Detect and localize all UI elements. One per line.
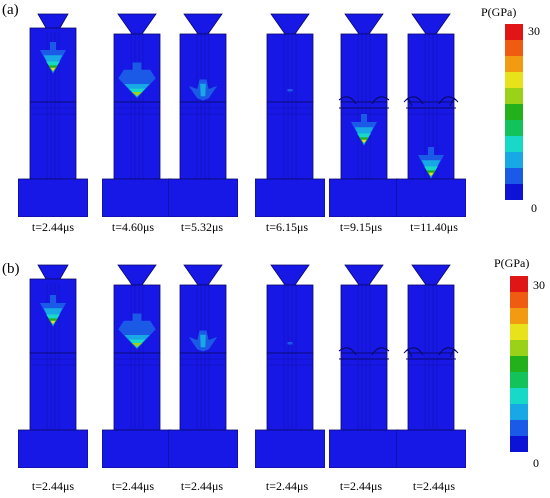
simulation-frame <box>102 12 172 217</box>
colorbar-segment <box>510 388 528 404</box>
pressure-wave <box>351 114 377 146</box>
colorbar-segment <box>510 372 528 388</box>
colorbar-segment <box>505 104 523 120</box>
colorbar-max-label: 30 <box>528 24 540 38</box>
colorbar-segment <box>510 340 528 356</box>
colorbar-segment <box>505 24 523 40</box>
colorbar-segment <box>510 276 528 292</box>
simulation-frame <box>396 263 466 468</box>
colorbar <box>505 24 523 200</box>
panel-a: (a) t=2.44μs t=4.60μs t=5.32μs t=6.15μs t=9.… <box>2 2 540 234</box>
rod-model <box>255 13 325 217</box>
time-label: t=9.15μs <box>339 220 383 234</box>
simulation-frame <box>255 12 325 217</box>
rod-model <box>396 264 466 468</box>
rod-model <box>168 13 238 217</box>
panel-label: (b) <box>2 261 20 277</box>
pressure-wave <box>188 330 218 352</box>
simulation-frame <box>168 263 238 468</box>
colorbar-segment <box>505 72 523 88</box>
pressure-wave <box>40 42 66 74</box>
colorbar-segment <box>505 88 523 104</box>
rod-model <box>102 264 172 468</box>
rod-model <box>18 264 88 468</box>
colorbar-segment <box>510 356 528 372</box>
colorbar-segment <box>510 292 528 308</box>
simulation-frame <box>168 12 238 217</box>
time-label: t=2.44μs <box>111 479 155 493</box>
rod-model <box>255 264 325 468</box>
colorbar-max-label: 30 <box>533 278 545 292</box>
colorbar-segment <box>510 308 528 324</box>
rod-model <box>102 13 172 217</box>
time-label: t=2.44μs <box>265 479 309 493</box>
rod-model <box>18 13 88 217</box>
rod-model <box>168 264 238 468</box>
pressure-wave <box>418 147 444 179</box>
panel-b: (b) t=2.44μs t=2.44μs t=2.44μs t=2.44μs t=2.… <box>0 249 550 498</box>
colorbar-segment <box>510 436 528 452</box>
simulation-frame <box>329 12 399 217</box>
colorbar-segment <box>505 56 523 72</box>
simulation-frame <box>396 12 466 217</box>
pressure-wave <box>40 295 66 327</box>
time-label: t=2.44μs <box>339 479 383 493</box>
colorbar-segment <box>510 404 528 420</box>
simulation-frame <box>18 12 88 217</box>
colorbar-segment <box>510 324 528 340</box>
time-label: t=11.40μs <box>410 220 458 234</box>
colorbar-title: P(GPa) <box>481 5 517 19</box>
panel-label: (a) <box>2 2 19 18</box>
colorbar <box>510 276 528 452</box>
simulation-frame <box>102 263 172 468</box>
rod-model <box>329 264 399 468</box>
rod-model <box>396 13 466 217</box>
colorbar-segment <box>505 152 523 168</box>
pressure-wave <box>118 62 156 99</box>
colorbar-min-label: 0 <box>531 201 537 215</box>
pressure-wave <box>118 313 156 350</box>
time-label: t=4.60μs <box>111 220 155 234</box>
pressure-wave <box>287 89 293 92</box>
time-label: t=2.44μs <box>31 220 75 234</box>
colorbar-segment <box>505 120 523 136</box>
colorbar-min-label: 0 <box>533 456 539 470</box>
colorbar-segment <box>505 168 523 184</box>
colorbar-segment <box>505 136 523 152</box>
time-label: t=2.44μs <box>412 479 456 493</box>
time-label: t=6.15μs <box>265 220 309 234</box>
simulation-frame <box>329 263 399 468</box>
colorbar-segment <box>505 40 523 56</box>
rod-model <box>329 13 399 217</box>
pressure-wave <box>287 342 293 345</box>
simulation-frame <box>255 263 325 468</box>
time-label: t=2.44μs <box>31 479 75 493</box>
colorbar-segment <box>510 420 528 436</box>
colorbar-segment <box>505 184 523 200</box>
pressure-wave <box>188 79 218 101</box>
time-label: t=5.32μs <box>180 220 224 234</box>
time-label: t=2.44μs <box>180 479 224 493</box>
simulation-frame <box>18 263 88 468</box>
colorbar-title: P(GPa) <box>494 256 530 270</box>
